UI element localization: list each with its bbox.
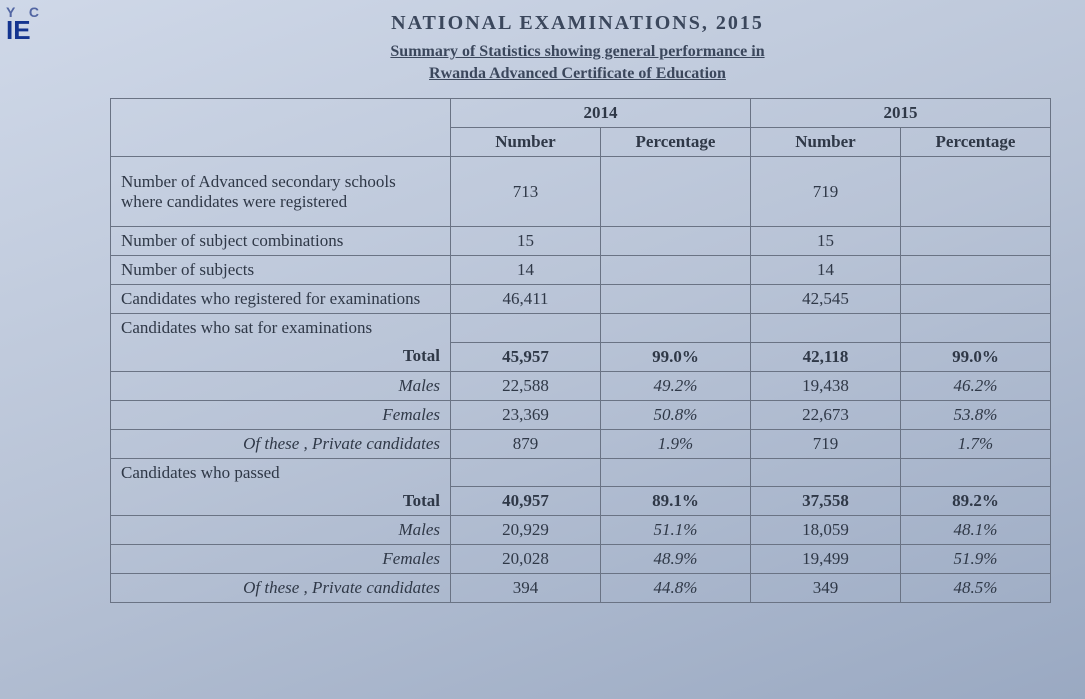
cell-sat-males-label: Males	[111, 371, 451, 400]
cell-sat-males-2014-pct: 49.2%	[601, 371, 751, 400]
cell-passed-females-2015-num: 19,499	[751, 545, 901, 574]
cell-passed-total-label: Total	[111, 487, 451, 516]
cell-passed-total-2014-pct: 89.1%	[601, 487, 751, 516]
cell-registered-2015-num: 42,545	[751, 285, 901, 314]
cell-passed-males-label: Males	[111, 516, 451, 545]
cell-sat-females-2014-pct: 50.8%	[601, 400, 751, 429]
cell-sat-males-2015-pct: 46.2%	[901, 371, 1051, 400]
cell-schools-2014-pct	[601, 157, 751, 227]
row-passed-total: Total 40,957 89.1% 37,558 89.2%	[111, 487, 1051, 516]
cell-passed-females-2015-pct: 51.9%	[901, 545, 1051, 574]
cell-sat-total-2015-num: 42,118	[751, 342, 901, 371]
header-2015-number: Number	[751, 128, 901, 157]
cell-combinations-2014-num: 15	[451, 227, 601, 256]
row-schools: Number of Advanced secondary schools whe…	[111, 157, 1051, 227]
cell-sat-females-2014-num: 23,369	[451, 400, 601, 429]
cell-sat-private-2015-num: 719	[751, 429, 901, 458]
document-title: NATIONAL EXAMINATIONS, 2015	[110, 12, 1045, 35]
document-subtitle: Summary of Statistics showing general pe…	[110, 41, 1045, 84]
cell-passed-males-2015-pct: 48.1%	[901, 516, 1051, 545]
cell-schools-2014-num: 713	[451, 157, 601, 227]
document-sheet: NATIONAL EXAMINATIONS, 2015 Summary of S…	[0, 0, 1085, 603]
cell-subjects-2014-num: 14	[451, 256, 601, 285]
row-subjects: Number of subjects 14 14	[111, 256, 1051, 285]
header-2014-percentage: Percentage	[601, 128, 751, 157]
row-sat-label: Candidates who sat for examinations	[111, 314, 1051, 343]
cell-passed-label: Candidates who passed	[111, 458, 451, 487]
cell-registered-label: Candidates who registered for examinatio…	[111, 285, 451, 314]
cell-sat-label: Candidates who sat for examinations	[111, 314, 451, 343]
cell-passed-private-2015-num: 349	[751, 574, 901, 603]
cell-sat-total-2015-pct: 99.0%	[901, 342, 1051, 371]
cell-passed-males-2014-num: 20,929	[451, 516, 601, 545]
statistics-table: 2014 2015 Number Percentage Number Perce…	[110, 98, 1051, 603]
row-sat-females: Females 23,369 50.8% 22,673 53.8%	[111, 400, 1051, 429]
cell-passed-males-2014-pct: 51.1%	[601, 516, 751, 545]
row-passed-females: Females 20,028 48.9% 19,499 51.9%	[111, 545, 1051, 574]
header-2015-percentage: Percentage	[901, 128, 1051, 157]
cell-subjects-label: Number of subjects	[111, 256, 451, 285]
cell-subjects-2015-pct	[901, 256, 1051, 285]
cell-subjects-2015-num: 14	[751, 256, 901, 285]
cell-sat-males-2015-num: 19,438	[751, 371, 901, 400]
cell-schools-2015-pct	[901, 157, 1051, 227]
cell-schools-label: Number of Advanced secondary schools whe…	[111, 157, 451, 227]
cell-sat-private-2014-num: 879	[451, 429, 601, 458]
cell-passed-private-2015-pct: 48.5%	[901, 574, 1051, 603]
cell-passed-total-2015-num: 37,558	[751, 487, 901, 516]
row-combinations: Number of subject combinations 15 15	[111, 227, 1051, 256]
cell-passed-females-2014-num: 20,028	[451, 545, 601, 574]
cell-subjects-2014-pct	[601, 256, 751, 285]
cell-sat-private-2015-pct: 1.7%	[901, 429, 1051, 458]
cell-sat-total-2014-num: 45,957	[451, 342, 601, 371]
cell-sat-total-label: Total	[111, 342, 451, 371]
cell-passed-private-label: Of these , Private candidates	[111, 574, 451, 603]
cell-sat-total-2014-pct: 99.0%	[601, 342, 751, 371]
header-year-2015: 2015	[751, 99, 1051, 128]
cell-combinations-2015-pct	[901, 227, 1051, 256]
row-sat-males: Males 22,588 49.2% 19,438 46.2%	[111, 371, 1051, 400]
row-passed-label: Candidates who passed	[111, 458, 1051, 487]
cell-passed-males-2015-num: 18,059	[751, 516, 901, 545]
row-passed-private: Of these , Private candidates 394 44.8% …	[111, 574, 1051, 603]
header-blank	[111, 99, 451, 157]
header-2014-number: Number	[451, 128, 601, 157]
table-header-row-years: 2014 2015	[111, 99, 1051, 128]
cell-combinations-2015-num: 15	[751, 227, 901, 256]
subtitle-line-2: Rwanda Advanced Certificate of Education	[429, 65, 726, 82]
cell-passed-females-2014-pct: 48.9%	[601, 545, 751, 574]
row-passed-males: Males 20,929 51.1% 18,059 48.1%	[111, 516, 1051, 545]
cell-passed-private-2014-num: 394	[451, 574, 601, 603]
cell-sat-private-label: Of these , Private candidates	[111, 429, 451, 458]
cell-sat-females-label: Females	[111, 400, 451, 429]
cell-registered-2015-pct	[901, 285, 1051, 314]
cell-passed-total-2014-num: 40,957	[451, 487, 601, 516]
cell-passed-total-2015-pct: 89.2%	[901, 487, 1051, 516]
row-sat-private: Of these , Private candidates 879 1.9% 7…	[111, 429, 1051, 458]
page-logo-fragment: Y C IE	[6, 6, 41, 42]
subtitle-line-1: Summary of Statistics showing general pe…	[390, 43, 764, 60]
cell-sat-males-2014-num: 22,588	[451, 371, 601, 400]
cell-passed-females-label: Females	[111, 545, 451, 574]
header-year-2014: 2014	[451, 99, 751, 128]
cell-passed-private-2014-pct: 44.8%	[601, 574, 751, 603]
cell-sat-females-2015-num: 22,673	[751, 400, 901, 429]
row-sat-total: Total 45,957 99.0% 42,118 99.0%	[111, 342, 1051, 371]
row-registered: Candidates who registered for examinatio…	[111, 285, 1051, 314]
cell-combinations-2014-pct	[601, 227, 751, 256]
cell-sat-females-2015-pct: 53.8%	[901, 400, 1051, 429]
cell-registered-2014-pct	[601, 285, 751, 314]
cell-registered-2014-num: 46,411	[451, 285, 601, 314]
cell-combinations-label: Number of subject combinations	[111, 227, 451, 256]
cell-schools-2015-num: 719	[751, 157, 901, 227]
cell-sat-private-2014-pct: 1.9%	[601, 429, 751, 458]
